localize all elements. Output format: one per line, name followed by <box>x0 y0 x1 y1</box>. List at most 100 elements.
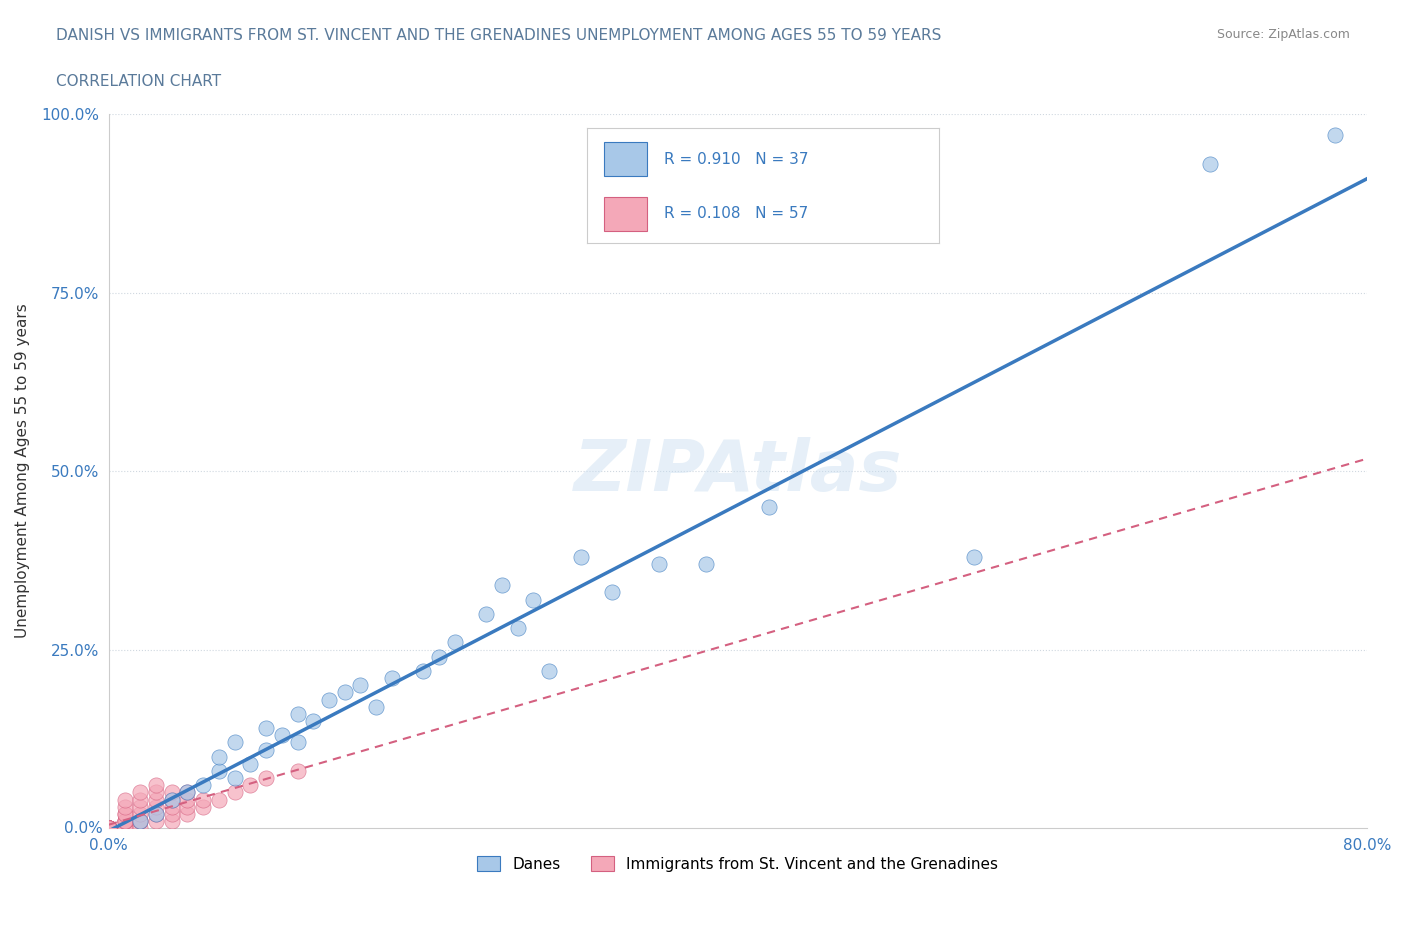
Point <box>145 785 167 800</box>
Point <box>97 820 120 835</box>
Point <box>758 499 780 514</box>
Point <box>160 814 183 829</box>
Point <box>239 777 262 792</box>
Point <box>224 785 246 800</box>
Point <box>176 785 198 800</box>
Point <box>318 692 340 707</box>
Point <box>114 814 136 829</box>
Point <box>145 814 167 829</box>
Point <box>208 750 231 764</box>
Point <box>114 799 136 814</box>
Point <box>287 764 309 778</box>
Point <box>97 820 120 835</box>
Point <box>97 820 120 835</box>
Point <box>522 592 544 607</box>
Point <box>254 721 277 736</box>
Point <box>208 764 231 778</box>
Point <box>287 735 309 750</box>
Point <box>160 799 183 814</box>
Point <box>239 756 262 771</box>
Text: 0.0%: 0.0% <box>63 820 103 836</box>
Point <box>145 806 167 821</box>
Point <box>569 550 592 565</box>
Point <box>193 792 215 807</box>
Point <box>381 671 404 685</box>
Point <box>160 806 183 821</box>
Point <box>145 792 167 807</box>
Point <box>97 820 120 835</box>
Point <box>97 820 120 835</box>
Point <box>538 664 561 679</box>
Point <box>114 806 136 821</box>
Point <box>114 820 136 835</box>
Point <box>129 814 152 829</box>
Point <box>443 635 465 650</box>
Point <box>1198 156 1220 171</box>
Text: ZIPAtlas: ZIPAtlas <box>574 436 903 506</box>
Point <box>145 806 167 821</box>
Point <box>114 820 136 835</box>
Point <box>160 792 183 807</box>
Point <box>114 814 136 829</box>
Point <box>97 820 120 835</box>
Text: DANISH VS IMMIGRANTS FROM ST. VINCENT AND THE GRENADINES UNEMPLOYMENT AMONG AGES: DANISH VS IMMIGRANTS FROM ST. VINCENT AN… <box>56 28 942 43</box>
Point <box>176 792 198 807</box>
Point <box>224 771 246 786</box>
Point <box>97 820 120 835</box>
Point <box>97 820 120 835</box>
Point <box>160 792 183 807</box>
Point <box>427 649 450 664</box>
Point <box>349 678 371 693</box>
Point <box>224 735 246 750</box>
Point <box>114 820 136 835</box>
Point <box>97 820 120 835</box>
Point <box>114 814 136 829</box>
Point <box>366 699 388 714</box>
Point <box>97 820 120 835</box>
Point <box>270 728 292 743</box>
Point <box>129 806 152 821</box>
Legend: Danes, Immigrants from St. Vincent and the Grenadines: Danes, Immigrants from St. Vincent and t… <box>471 849 1004 878</box>
Point <box>114 792 136 807</box>
Point <box>412 664 434 679</box>
Point <box>129 814 152 829</box>
Point <box>254 771 277 786</box>
Point <box>208 792 231 807</box>
Point <box>129 814 152 829</box>
Point <box>176 806 198 821</box>
Point <box>254 742 277 757</box>
Point <box>176 799 198 814</box>
Point <box>287 707 309 722</box>
Point <box>160 785 183 800</box>
Point <box>129 785 152 800</box>
Point <box>97 820 120 835</box>
Point <box>129 799 152 814</box>
Point <box>129 820 152 835</box>
Point <box>193 799 215 814</box>
Point <box>97 820 120 835</box>
Point <box>97 820 120 835</box>
Point <box>475 606 498 621</box>
Point <box>97 820 120 835</box>
Point <box>145 777 167 792</box>
Text: CORRELATION CHART: CORRELATION CHART <box>56 74 221 89</box>
Point <box>506 620 529 635</box>
Point <box>333 685 356 700</box>
Point <box>97 820 120 835</box>
Point <box>114 814 136 829</box>
Point <box>97 820 120 835</box>
Y-axis label: Unemployment Among Ages 55 to 59 years: Unemployment Among Ages 55 to 59 years <box>15 304 30 639</box>
Point <box>963 550 986 565</box>
Point <box>695 556 717 571</box>
Point <box>176 785 198 800</box>
Text: Source: ZipAtlas.com: Source: ZipAtlas.com <box>1216 28 1350 41</box>
Point <box>1324 128 1347 143</box>
Point <box>129 792 152 807</box>
Point <box>97 820 120 835</box>
Point <box>193 777 215 792</box>
Point <box>648 556 671 571</box>
Point <box>491 578 513 592</box>
Point <box>114 806 136 821</box>
Point <box>302 713 325 728</box>
Point <box>600 585 623 600</box>
